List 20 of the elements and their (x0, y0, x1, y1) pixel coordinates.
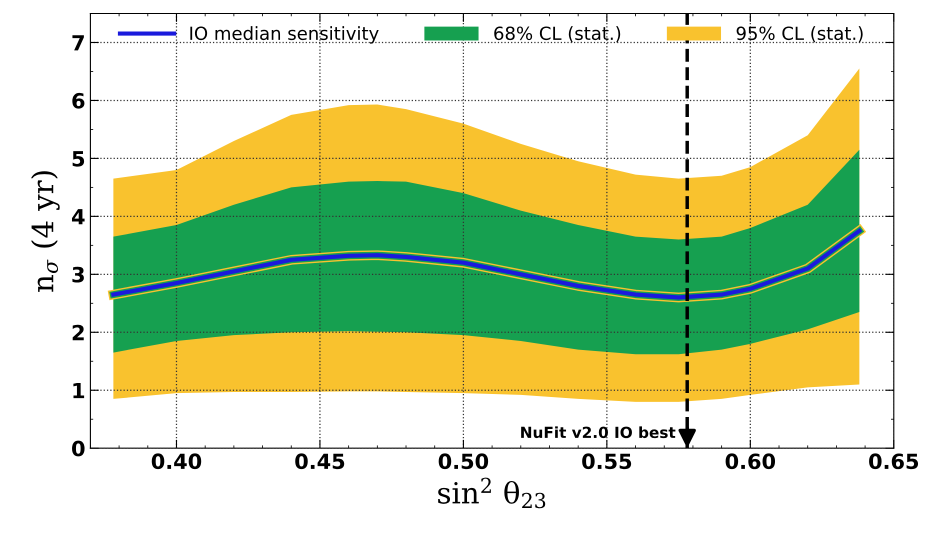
x-tick-label: 0.65 (869, 453, 918, 470)
x-tick-label: 0.45 (295, 453, 344, 470)
x-axis-title: sin$^{2}$ θ$_{23}$ (438, 478, 546, 508)
legend-label: 68% CL (stat.) (494, 26, 620, 42)
y-tick-label: 2 (72, 324, 84, 340)
y-tick-label: 0 (72, 440, 85, 456)
x-tick-label: 0.55 (582, 453, 632, 470)
x-tick-label: 0.50 (438, 453, 488, 470)
y-tick-label: 3 (72, 266, 84, 283)
y-tick-label: 5 (72, 151, 84, 167)
legend-label: 95% CL (stat.) (736, 26, 863, 42)
x-tick-label: 0.60 (726, 453, 776, 470)
x-tick-label: 0.40 (152, 453, 202, 470)
y-tick-label: 6 (72, 92, 84, 109)
legend-label: IO median sensitivity (190, 26, 379, 44)
y-tick-label: 1 (73, 382, 84, 398)
y-tick-label: 4 (72, 209, 85, 224)
y-tick-label: 7 (72, 35, 84, 50)
ref-line-label: NuFit v2.0 IO best (521, 426, 676, 438)
y-axis-title: n$_{σ}$ (4 yr) (31, 171, 60, 292)
